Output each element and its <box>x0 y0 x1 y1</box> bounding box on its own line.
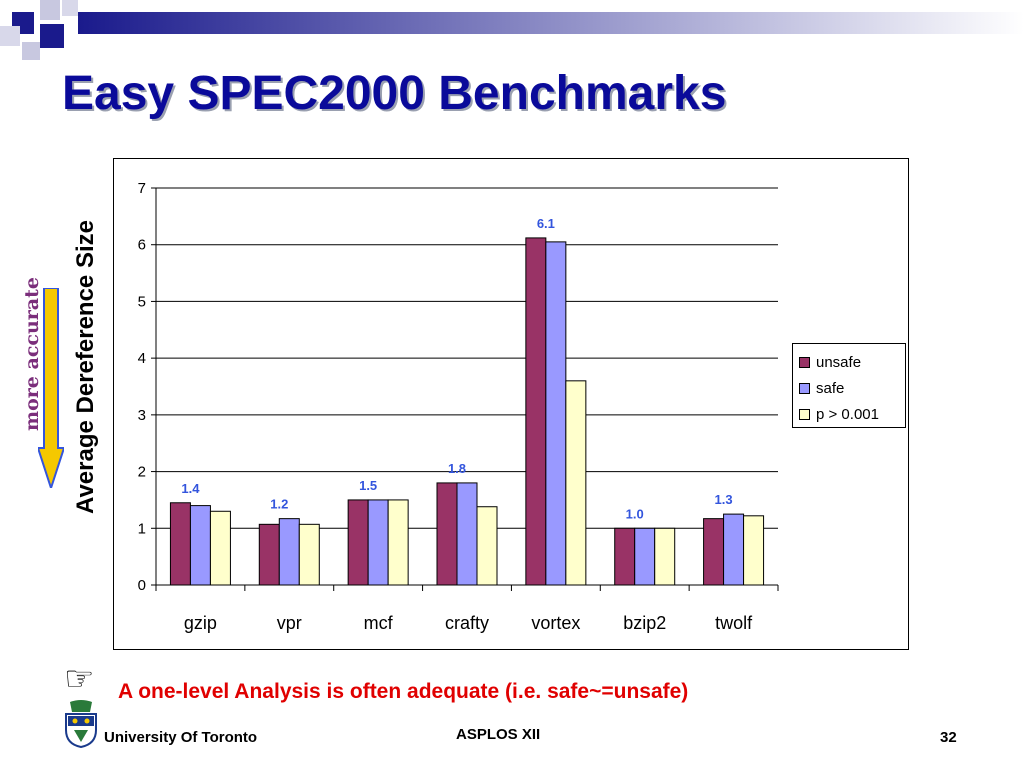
y-tick-label: 5 <box>138 293 146 310</box>
bar-safe-twolf <box>723 513 745 586</box>
legend-item-p-threshold: p > 0.001 <box>799 401 905 427</box>
data-label: 1.4 <box>181 481 200 496</box>
bar-safe-crafty <box>456 482 478 586</box>
y-tick-label: 4 <box>138 350 146 367</box>
bar-p-0-001-vpr <box>298 523 320 586</box>
bar-unsafe-bzip2 <box>614 527 636 586</box>
y-tick-label: 6 <box>138 237 146 254</box>
slide-title: Easy SPEC2000 Benchmarks <box>62 67 727 120</box>
y-tick-label: 1 <box>138 520 146 537</box>
bar-safe-vpr <box>278 518 300 586</box>
footer-page-number: 32 <box>940 729 957 746</box>
bar-p-0-001-mcf <box>387 499 409 586</box>
legend-item-unsafe: unsafe <box>799 349 905 375</box>
bar-p-0-001-crafty <box>476 506 498 586</box>
x-tick-label: gzip <box>184 613 217 633</box>
bar-p-0-001-twolf <box>743 515 765 586</box>
bar-unsafe-twolf <box>703 518 725 586</box>
down-arrow-icon <box>38 288 64 488</box>
data-label: 6.1 <box>537 216 555 231</box>
bar-safe-vortex <box>545 241 567 586</box>
bar-unsafe-vortex <box>525 237 547 586</box>
bar-chart: 0 1 2 3 4 5 6 7 1.4 gzip 1.2 vpr 1.5 mcf 1.8 crafty 6.1 v… <box>138 180 779 633</box>
legend-swatch-safe <box>799 382 810 394</box>
data-label: 1.2 <box>270 497 288 512</box>
bar-safe-bzip2 <box>634 527 656 586</box>
bar-safe-gzip <box>189 505 211 586</box>
x-tick-label: bzip2 <box>623 613 666 633</box>
footer-conference: ASPLOS XII <box>456 726 541 743</box>
university-crest-icon <box>65 700 97 748</box>
y-axis-label: Average Dereference Size <box>72 220 99 514</box>
bar-p-0-001-vortex <box>565 380 587 586</box>
y-tick-label: 3 <box>138 407 146 424</box>
bar-unsafe-crafty <box>436 482 458 586</box>
footer-organization: University Of Toronto <box>104 729 258 746</box>
data-label: 1.5 <box>359 478 377 493</box>
x-tick-label: twolf <box>715 613 753 633</box>
y-tick-label: 2 <box>138 464 146 481</box>
bar-p-0-001-gzip <box>209 510 231 586</box>
bar-unsafe-gzip <box>169 502 191 586</box>
legend-item-safe: safe <box>799 375 905 401</box>
y-tick-label: 7 <box>138 180 146 197</box>
chart-legend: unsafe safe p > 0.001 <box>792 343 906 428</box>
x-tick-label: mcf <box>364 613 394 633</box>
slide-note: A one-level Analysis is often adequate (… <box>118 680 689 703</box>
x-tick-label: crafty <box>445 613 489 633</box>
data-label: 1.0 <box>626 506 644 521</box>
x-tick-label: vpr <box>277 613 302 633</box>
chart-frame: 0 1 2 3 4 5 6 7 1.4 gzip 1.2 vpr 1.5 mcf 1.8 crafty 6.1 v… <box>113 158 909 650</box>
bar-p-0-001-bzip2 <box>654 527 676 586</box>
legend-swatch-p-threshold <box>799 408 810 420</box>
bar-unsafe-vpr <box>258 523 280 586</box>
legend-label-unsafe: unsafe <box>816 353 862 371</box>
legend-label-safe: safe <box>816 379 845 397</box>
legend-swatch-unsafe <box>799 356 810 368</box>
bar-safe-mcf <box>367 499 389 586</box>
data-label: 1.3 <box>715 492 733 507</box>
bar-unsafe-mcf <box>347 499 369 586</box>
x-tick-label: vortex <box>531 613 580 633</box>
data-label: 1.8 <box>448 461 466 476</box>
legend-label-p-threshold: p > 0.001 <box>816 405 879 423</box>
header-decoration <box>0 0 1024 60</box>
pointing-hand-icon: ☞ <box>64 660 95 698</box>
y-tick-label: 0 <box>138 577 146 594</box>
